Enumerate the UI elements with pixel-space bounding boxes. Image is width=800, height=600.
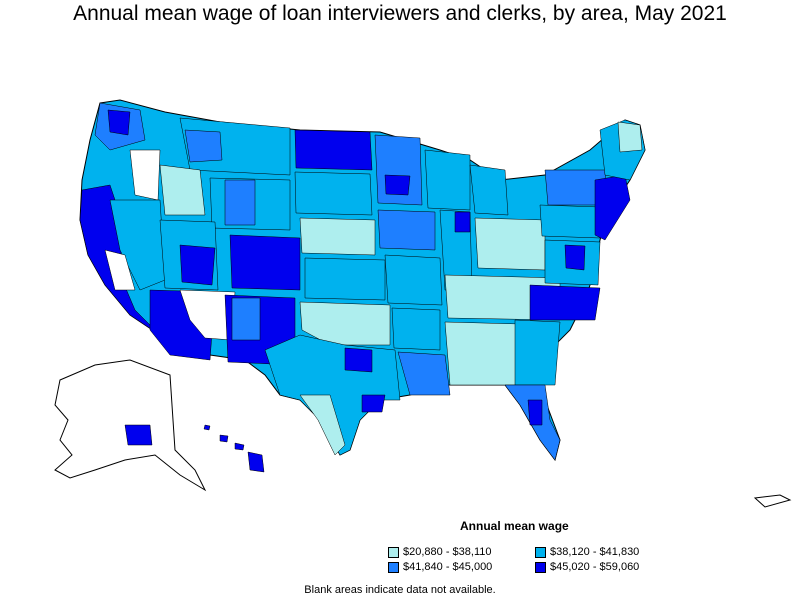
legend-item-tier1: $20,880 - $38,110 (388, 546, 491, 558)
hawaii (203, 424, 265, 473)
legend-item-tier4: $45,020 - $59,060 (535, 561, 639, 573)
legend-label-tier1: $20,880 - $38,110 (403, 546, 492, 558)
region-texas-south (299, 394, 346, 456)
region-montana-west (184, 129, 223, 163)
region-arizona-blank (179, 289, 236, 341)
region-georgia (514, 319, 561, 386)
region-north-dakota (294, 129, 373, 171)
region-nm-west (231, 297, 261, 341)
region-nebraska (299, 217, 376, 256)
region-maine (617, 121, 643, 153)
legend-swatch-tier1 (388, 546, 399, 558)
region-colorado (229, 234, 301, 291)
region-pennsylvania (539, 204, 601, 239)
region-idaho-blank (129, 149, 161, 201)
legend-label-tier2: $38,120 - $41,830 (550, 546, 640, 558)
region-mississippi-alabama (444, 321, 521, 386)
legend-item-tier3: $41,840 - $45,000 (388, 561, 492, 573)
legend-label-tier4: $45,020 - $59,060 (550, 561, 640, 573)
region-seattle (107, 109, 131, 136)
region-dallas (344, 347, 373, 373)
region-oklahoma (299, 301, 391, 346)
legend-swatch-tier4 (535, 561, 546, 573)
legend-swatch-tier3 (388, 561, 399, 573)
wage-regions (79, 102, 646, 461)
region-salt-lake (179, 244, 216, 286)
region-wisconsin (424, 149, 471, 211)
region-carolinas (529, 284, 601, 321)
region-nevada-blank (104, 249, 136, 291)
legend-label-tier3: $41,840 - $45,000 (403, 561, 493, 573)
puerto-rico (753, 494, 792, 508)
region-kansas (304, 257, 386, 301)
region-minneapolis (384, 174, 411, 196)
blank-areas-note: Blank areas indicate data not available. (304, 584, 496, 596)
region-houston (361, 394, 386, 413)
map-title: Annual mean wage of loan interviewers an… (73, 2, 727, 25)
region-michigan (469, 164, 509, 216)
region-nevada (109, 199, 166, 291)
region-iowa (377, 209, 436, 251)
region-dc (564, 244, 586, 271)
legend-swatch-tier2 (535, 546, 546, 558)
region-indiana-ohio (474, 217, 546, 271)
region-louisiana (397, 351, 451, 396)
alaska-anchorage (124, 424, 153, 446)
region-chicago (454, 211, 471, 233)
region-idaho-light (159, 164, 206, 216)
legend-title: Annual mean wage (460, 519, 569, 533)
region-northeast-corridor (594, 174, 631, 241)
region-arkansas (391, 307, 441, 351)
legend-item-tier2: $38,120 - $41,830 (535, 546, 639, 558)
region-south-dakota (294, 171, 373, 216)
region-missouri (384, 254, 443, 306)
region-wyoming-mid (224, 179, 256, 226)
region-tampa (527, 399, 543, 426)
